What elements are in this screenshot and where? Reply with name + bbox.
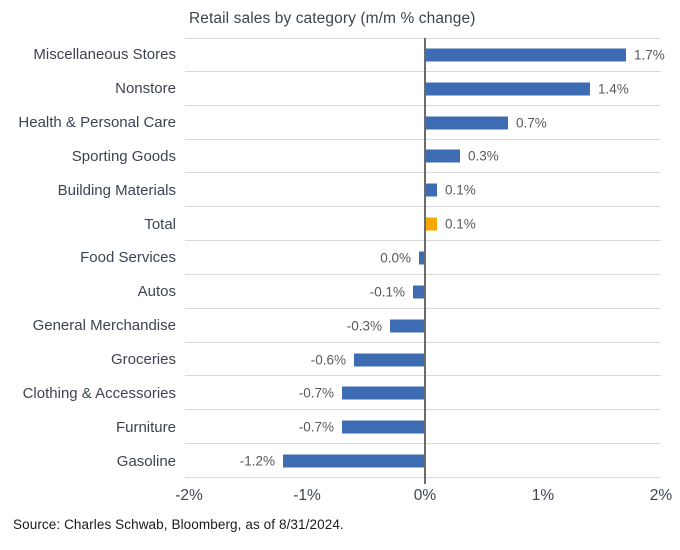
category-label: Miscellaneous Stores [33, 46, 176, 64]
bar-track: 0.7% [185, 106, 661, 140]
bar [425, 217, 437, 231]
value-label: -1.2% [239, 453, 275, 469]
bar-row: Building Materials 0.1% [0, 173, 661, 208]
chart-title: Retail sales by category (m/m % change) [189, 10, 476, 27]
category-label: Sporting Goods [71, 147, 176, 165]
category-label: Health & Personal Care [18, 114, 176, 132]
bar-row: Autos -0.1% [0, 275, 661, 309]
category-label: Autos [137, 283, 176, 301]
bar-row: Furniture -0.7% [0, 410, 661, 444]
bar-row: Health & Personal Care 0.7% [0, 106, 661, 140]
bar-row: General Merchandise -0.3% [0, 309, 661, 343]
category-label: Building Materials [57, 181, 176, 199]
bar [354, 353, 425, 367]
value-label: -0.1% [369, 284, 405, 300]
bar-track: 0.3% [185, 140, 661, 174]
bar-track: -0.7% [185, 376, 661, 411]
value-label: -0.6% [310, 352, 346, 368]
bar-row: Miscellaneous Stores 1.7% [0, 38, 665, 72]
bar [419, 251, 425, 265]
category-label: Groceries [110, 351, 176, 369]
bar-row: Food Services 0.0% [0, 241, 661, 275]
bar [283, 454, 425, 468]
bar [425, 82, 590, 96]
bar [425, 183, 437, 197]
bar-track: -1.2% [185, 444, 661, 478]
bar-rows-container: Miscellaneous Stores 1.7% Nonstore 1.4% Heal… [0, 38, 665, 478]
category-label: Furniture [115, 418, 176, 436]
bar-track: 0.1% [185, 173, 661, 208]
bar-track: 1.7% [185, 38, 665, 72]
source-note: Source: Charles Schwab, Bloomberg, as of… [13, 517, 344, 532]
top-gridline [185, 38, 661, 39]
bar-track: 1.4% [185, 72, 661, 106]
bar [342, 386, 425, 400]
category-label: Food Services [80, 249, 176, 267]
bar-track: -0.1% [185, 275, 661, 309]
value-label: 0.1% [445, 182, 476, 198]
category-label: Clothing & Accessories [22, 384, 176, 402]
x-axis-tick-label: 0% [413, 487, 437, 504]
value-label: 0.0% [380, 250, 411, 266]
bar-track: -0.7% [185, 410, 661, 444]
bar-row: Groceries -0.6% [0, 343, 661, 377]
value-label: 0.1% [445, 216, 476, 232]
zero-axis-line [424, 38, 426, 484]
bar [413, 285, 425, 299]
value-label: -0.7% [298, 419, 334, 435]
bar [342, 420, 425, 434]
x-axis-tick-label: 2% [649, 487, 673, 504]
bar [425, 149, 460, 163]
bar-row: Total 0.1% [0, 207, 661, 241]
category-label: Total [144, 215, 176, 233]
bar-track: -0.6% [185, 343, 661, 377]
x-axis-tick-label: 1% [531, 487, 555, 504]
value-label: -0.3% [346, 318, 382, 334]
value-label: 0.3% [468, 148, 499, 164]
bar-track: 0.1% [185, 207, 661, 241]
x-axis-tick-label: -1% [293, 487, 321, 504]
bar-row: Gasoline -1.2% [0, 444, 661, 478]
value-label: 1.4% [598, 81, 629, 97]
bar-track: -0.3% [185, 309, 661, 343]
bar-row: Sporting Goods 0.3% [0, 140, 661, 174]
category-label: General Merchandise [32, 317, 176, 335]
bar [425, 116, 508, 130]
value-label: 0.7% [516, 115, 547, 131]
category-label: Gasoline [116, 452, 176, 470]
bar [390, 319, 425, 333]
x-axis-tick-label: -2% [175, 487, 203, 504]
bar-track: 0.0% [185, 241, 661, 275]
bar [425, 48, 626, 62]
value-label: 1.7% [634, 47, 665, 63]
bar-row: Clothing & Accessories -0.7% [0, 376, 661, 411]
category-label: Nonstore [115, 80, 176, 98]
bar-row: Nonstore 1.4% [0, 72, 661, 106]
value-label: -0.7% [298, 385, 334, 401]
